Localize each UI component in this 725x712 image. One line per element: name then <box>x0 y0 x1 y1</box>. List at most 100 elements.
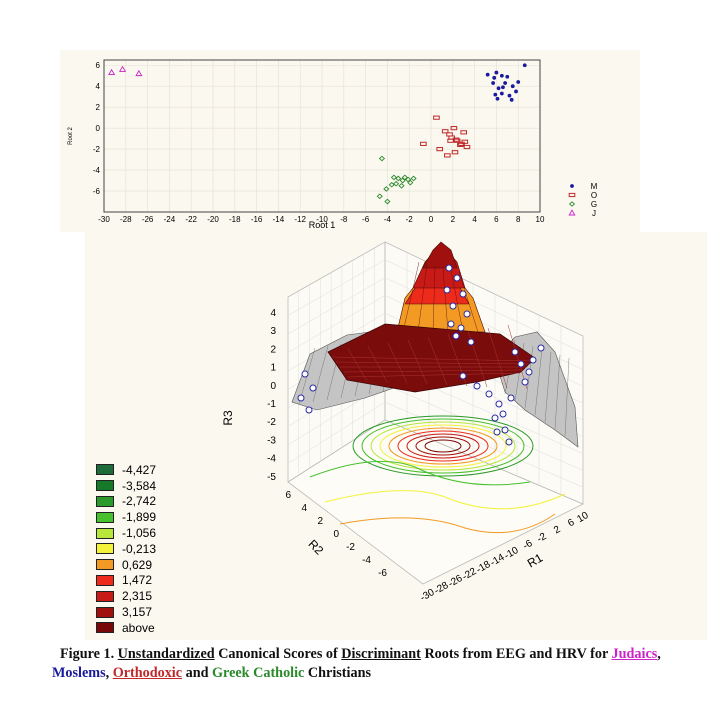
surface-peak <box>396 241 486 333</box>
surface-mesh-line <box>432 265 436 333</box>
surface-wall-gridline <box>384 384 584 471</box>
scatter-point-J <box>135 69 143 77</box>
scatter-point-O <box>420 141 427 146</box>
surface-r3-label: R3 <box>221 410 235 426</box>
scatter-point-M <box>494 70 499 75</box>
scatter-point-M <box>505 74 510 79</box>
contour-legend-label: 1,472 <box>122 573 153 588</box>
figure-caption: Figure 1. Unstandardized Canonical Score… <box>52 645 724 683</box>
surface-mesh-line <box>347 372 521 378</box>
scatter-x-tick-label: -10 <box>316 215 328 224</box>
contour-legend-item: -4,427 <box>96 462 156 478</box>
surface-contour-line <box>424 439 462 453</box>
surface-r2-tick-label: 2 <box>317 516 323 527</box>
scatter-point-J <box>568 209 576 216</box>
surface-point <box>297 394 305 402</box>
scatter-point-M <box>492 75 497 80</box>
surface-wall-gridline <box>384 401 584 488</box>
scatter-x-tick-label: 2 <box>451 215 456 224</box>
contour-legend-swatch <box>96 543 114 555</box>
scatter-point-M <box>485 72 490 77</box>
caption-word-moslems: Moslems <box>52 665 106 681</box>
scatter-point-G <box>378 155 386 162</box>
surface-mesh-line <box>427 336 448 386</box>
surface-point <box>459 372 467 380</box>
scatter-point-O <box>457 142 464 148</box>
surface-mesh-line <box>458 271 479 333</box>
scatter-x-tick-label: -26 <box>142 215 154 224</box>
scatter-point-M <box>509 97 514 102</box>
scatter-point-M <box>503 81 508 85</box>
contour-legend-swatch <box>96 559 114 571</box>
scatter-point-O <box>463 144 471 150</box>
surface-mesh-line <box>331 356 533 362</box>
scatter-point-G <box>390 174 398 181</box>
surface-point <box>443 286 451 294</box>
surface-contour-line <box>309 460 531 486</box>
surface-z-tick-label: -1 <box>267 399 276 410</box>
scatter-point-O <box>444 153 451 158</box>
surface-point <box>491 414 499 422</box>
surface-r2-tick-label: 4 <box>301 503 307 514</box>
scatter-chart-panel: -30 -28 -26 -24 -22 -20 -18 -16 -14 -12 -10 -8 -6 -4-… <box>60 50 640 232</box>
surface-z-tick-label: 0 <box>270 381 276 392</box>
contour-legend-label: 2,315 <box>122 589 153 604</box>
surface-point <box>447 320 455 328</box>
scatter-legend-label: G <box>591 200 597 209</box>
surface-mesh-line <box>312 345 329 403</box>
scatter-legend-label: O <box>591 191 597 200</box>
surface-contour-line <box>379 424 507 468</box>
caption-prefix: Figure 1. <box>60 646 115 662</box>
scatter-x-tick-label: -20 <box>207 215 219 224</box>
surface-point <box>525 368 533 376</box>
contour-legend-label: 0,629 <box>122 557 153 572</box>
surface-mesh-line <box>544 351 552 423</box>
surface-point <box>529 356 537 364</box>
caption-word-greek-catholic: Greek Catholic <box>212 665 305 681</box>
scatter-x-tick-label: 6 <box>494 215 499 224</box>
scatter-x-tick-label: -24 <box>164 215 176 224</box>
surface-z-tick-label: -4 <box>267 454 276 465</box>
scatter-x-tick-label: -4 <box>384 215 392 224</box>
contour-legend-item: -0,213 <box>96 541 156 557</box>
surface-mesh-line <box>450 269 464 333</box>
surface-z-ticks: 4 3 2 1 0 -1 -2 -3 -4 -5 <box>267 308 276 483</box>
contour-legend-item: 3,157 <box>96 604 156 620</box>
caption-text-rest: Roots from EEG and HRV for <box>420 646 612 662</box>
scatter-legend-label: M <box>591 182 598 191</box>
contour-legend-swatch <box>96 464 114 476</box>
caption-comma-2: , <box>105 665 113 681</box>
caption-word-unstandardized: Unstandardized <box>117 646 215 662</box>
scatter-y-ticks: 6 4 2 0 -2 -4 -6 <box>93 61 101 196</box>
surface-wall-gridline <box>384 259 584 354</box>
surface-chart-panel: 4 3 2 1 0 -1 -2 -3 -4 -5 6 4 2 0 -2 -4 -6 -30 -28 -26 -22-… <box>85 232 707 640</box>
surface-mesh-line <box>564 357 570 437</box>
scatter-x-tick-label: -6 <box>362 215 370 224</box>
contour-legend-item: 2,315 <box>96 588 156 604</box>
scatter-x-tick-label: -28 <box>120 215 132 224</box>
surface-r1-tick-label: -2 <box>535 531 549 545</box>
scatter-point-M <box>496 86 501 91</box>
scatter-x-tick-label: 0 <box>429 215 434 224</box>
scatter-point-G <box>405 176 412 183</box>
scatter-x-axis-label: Root 1 <box>309 220 336 230</box>
scatter-point-O <box>453 138 461 143</box>
scatter-x-tick-label: 10 <box>536 215 545 224</box>
scatter-point-G <box>410 175 417 182</box>
surface-point <box>301 370 309 378</box>
scatter-point-G <box>384 198 391 205</box>
surface-r2-tick-label: 0 <box>333 529 339 540</box>
surface-r1-tick-label: 2 <box>552 524 563 537</box>
surface-mesh-line <box>417 263 428 333</box>
scatter-x-tick-label: -12 <box>294 215 306 224</box>
surface-mesh-line <box>534 348 543 416</box>
contour-legend-label: -3,584 <box>122 478 157 493</box>
surface-contour-line <box>415 436 471 456</box>
contour-legend-swatch <box>96 574 114 586</box>
contour-legend-swatch <box>96 495 114 507</box>
scatter-y-tick-label: 0 <box>96 124 101 133</box>
surface-point <box>463 310 471 318</box>
scatter-point-J <box>118 65 127 72</box>
